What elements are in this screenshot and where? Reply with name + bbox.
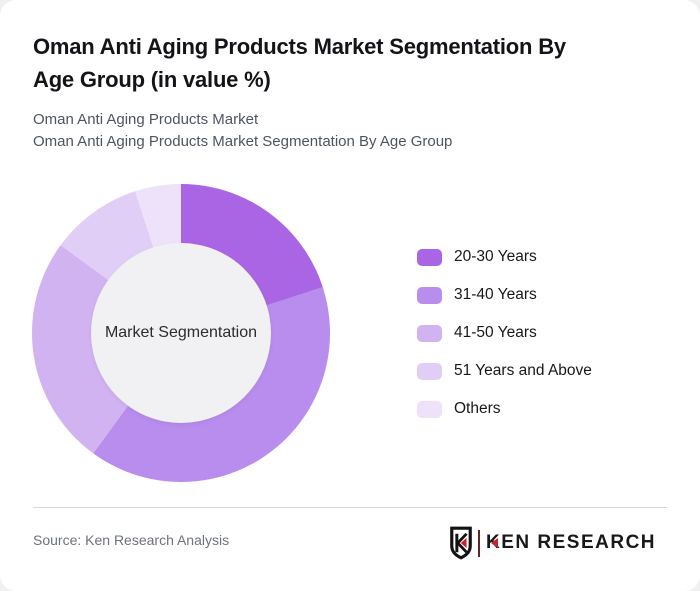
legend-label: Others xyxy=(454,400,501,417)
chart-title: Oman Anti Aging Products Market Segmenta… xyxy=(33,30,673,96)
logo-wordmark: KEN RESEARCH xyxy=(486,532,656,554)
chart-title-line2: Age Group (in value %) xyxy=(33,67,271,92)
logo-separator xyxy=(478,529,480,557)
legend-swatch-icon xyxy=(417,286,442,304)
logo-text: KEN RESEARCH xyxy=(486,532,657,553)
source-text: Source: Ken Research Analysis xyxy=(33,532,230,548)
legend-item-41-50-years: 41-50 Years xyxy=(417,324,592,342)
legend-label: 20-30 Years xyxy=(454,248,537,265)
donut-chart: Market Segmentation xyxy=(32,184,330,482)
legend-swatch-icon xyxy=(417,400,442,418)
chart-subtitles: Oman Anti Aging Products Market Oman Ant… xyxy=(33,109,452,153)
ken-research-shield-icon xyxy=(450,526,472,560)
donut-center-label: Market Segmentation xyxy=(91,243,271,423)
footer-divider xyxy=(33,507,667,508)
subtitle-line-2: Oman Anti Aging Products Market Segmenta… xyxy=(33,133,453,150)
legend-swatch-icon xyxy=(417,362,442,380)
subtitle-line-1: Oman Anti Aging Products Market xyxy=(33,111,259,128)
legend-label: 41-50 Years xyxy=(454,324,537,341)
legend-swatch-icon xyxy=(417,248,442,266)
ken-research-logo: KEN RESEARCH xyxy=(449,525,656,561)
legend-item-others: Others xyxy=(417,400,592,418)
legend-item-20-30-years: 20-30 Years xyxy=(417,248,592,266)
chart-title-line1: Oman Anti Aging Products Market Segmenta… xyxy=(33,34,566,59)
legend-label: 51 Years and Above xyxy=(454,362,592,379)
legend-item-51-years-and-above: 51 Years and Above xyxy=(417,362,592,380)
legend-label: 31-40 Years xyxy=(454,286,537,303)
legend-swatch-icon xyxy=(417,324,442,342)
logo-k-arrow-icon xyxy=(491,538,498,548)
chart-legend: 20-30 Years 31-40 Years 41-50 Years 51 Y… xyxy=(417,248,592,438)
legend-item-31-40-years: 31-40 Years xyxy=(417,286,592,304)
